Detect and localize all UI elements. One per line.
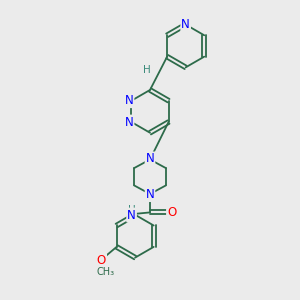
Text: N: N [125, 116, 134, 129]
Text: N: N [146, 152, 154, 165]
Text: CH₃: CH₃ [96, 267, 114, 277]
Text: N: N [146, 188, 154, 201]
Text: O: O [97, 254, 106, 267]
Text: N: N [127, 208, 136, 222]
Text: O: O [167, 206, 176, 219]
Text: H: H [143, 65, 151, 75]
Text: N: N [125, 94, 134, 107]
Text: N: N [181, 18, 190, 31]
Text: H: H [128, 205, 135, 215]
